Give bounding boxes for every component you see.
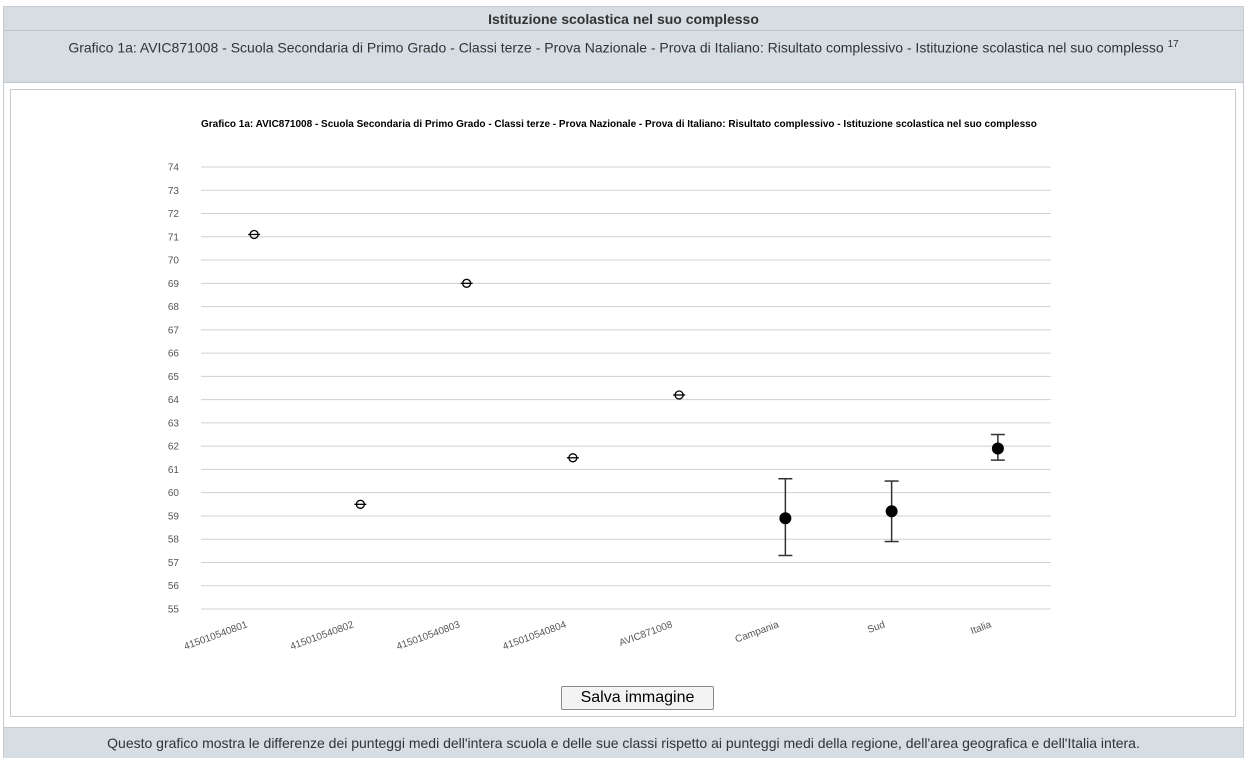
chart-caption: Grafico 1a: AVIC871008 - Scuola Secondar… [4, 31, 1243, 83]
y-tick-label-60: 60 [168, 488, 180, 499]
x-tick-label-campania: Campania [734, 619, 781, 645]
y-tick-label-66: 66 [168, 349, 180, 360]
x-tick-label-italia: Italia [969, 619, 993, 637]
content-frame: Istituzione scolastica nel suo complesso… [3, 6, 1244, 758]
y-tick-label-68: 68 [168, 302, 180, 313]
chart-container: Grafico 1a: AVIC871008 - Scuola Secondar… [10, 89, 1236, 717]
save-image-button[interactable]: Salva immagine [561, 686, 714, 710]
x-tick-label-415010540802: 415010540802 [289, 619, 356, 652]
y-tick-label-65: 65 [168, 372, 180, 383]
x-tick-label-415010540804: 415010540804 [501, 619, 568, 652]
chart-caption-text: Grafico 1a: AVIC871008 - Scuola Secondar… [68, 39, 1164, 56]
y-tick-label-74: 74 [168, 163, 180, 174]
chart-plot: 55 56 57 58 59 60 61 62 63 64 65 66 67 68 69 70 71 72 73 74… [168, 163, 1051, 653]
y-tick-label-63: 63 [168, 418, 180, 429]
footnote-ref[interactable]: 17 [1167, 39, 1179, 50]
data-point-sud [885, 505, 898, 518]
chart-description: Questo grafico mostra le differenze dei … [4, 727, 1243, 758]
y-tick-label-69: 69 [168, 279, 180, 290]
y-tick-label-58: 58 [168, 535, 180, 546]
chart-title: Grafico 1a: AVIC871008 - Scuola Secondar… [201, 119, 1037, 130]
x-tick-label-415010540801: 415010540801 [183, 619, 250, 652]
y-tick-label-61: 61 [168, 465, 180, 476]
y-tick-label-71: 71 [168, 232, 180, 243]
y-tick-label-56: 56 [168, 581, 180, 592]
y-tick-label-70: 70 [168, 256, 180, 267]
x-tick-label-sud: Sud [866, 619, 886, 635]
y-tick-label-57: 57 [168, 558, 180, 569]
y-tick-label-55: 55 [168, 605, 180, 616]
x-tick-label-415010540803: 415010540803 [395, 619, 462, 652]
y-tick-label-64: 64 [168, 395, 180, 406]
chart-description-text: Questo grafico mostra le differenze dei … [107, 735, 1140, 751]
data-point-italia [991, 442, 1004, 455]
y-tick-label-62: 62 [168, 442, 180, 453]
y-tick-label-73: 73 [168, 186, 180, 197]
data-point-campania [779, 512, 792, 525]
y-tick-label-59: 59 [168, 511, 180, 522]
y-tick-label-72: 72 [168, 209, 180, 220]
section-title: Istituzione scolastica nel suo complesso [488, 10, 759, 27]
y-tick-label-67: 67 [168, 325, 180, 336]
section-header: Istituzione scolastica nel suo complesso [4, 7, 1243, 31]
x-tick-label-avic871008: AVIC871008 [618, 619, 675, 649]
